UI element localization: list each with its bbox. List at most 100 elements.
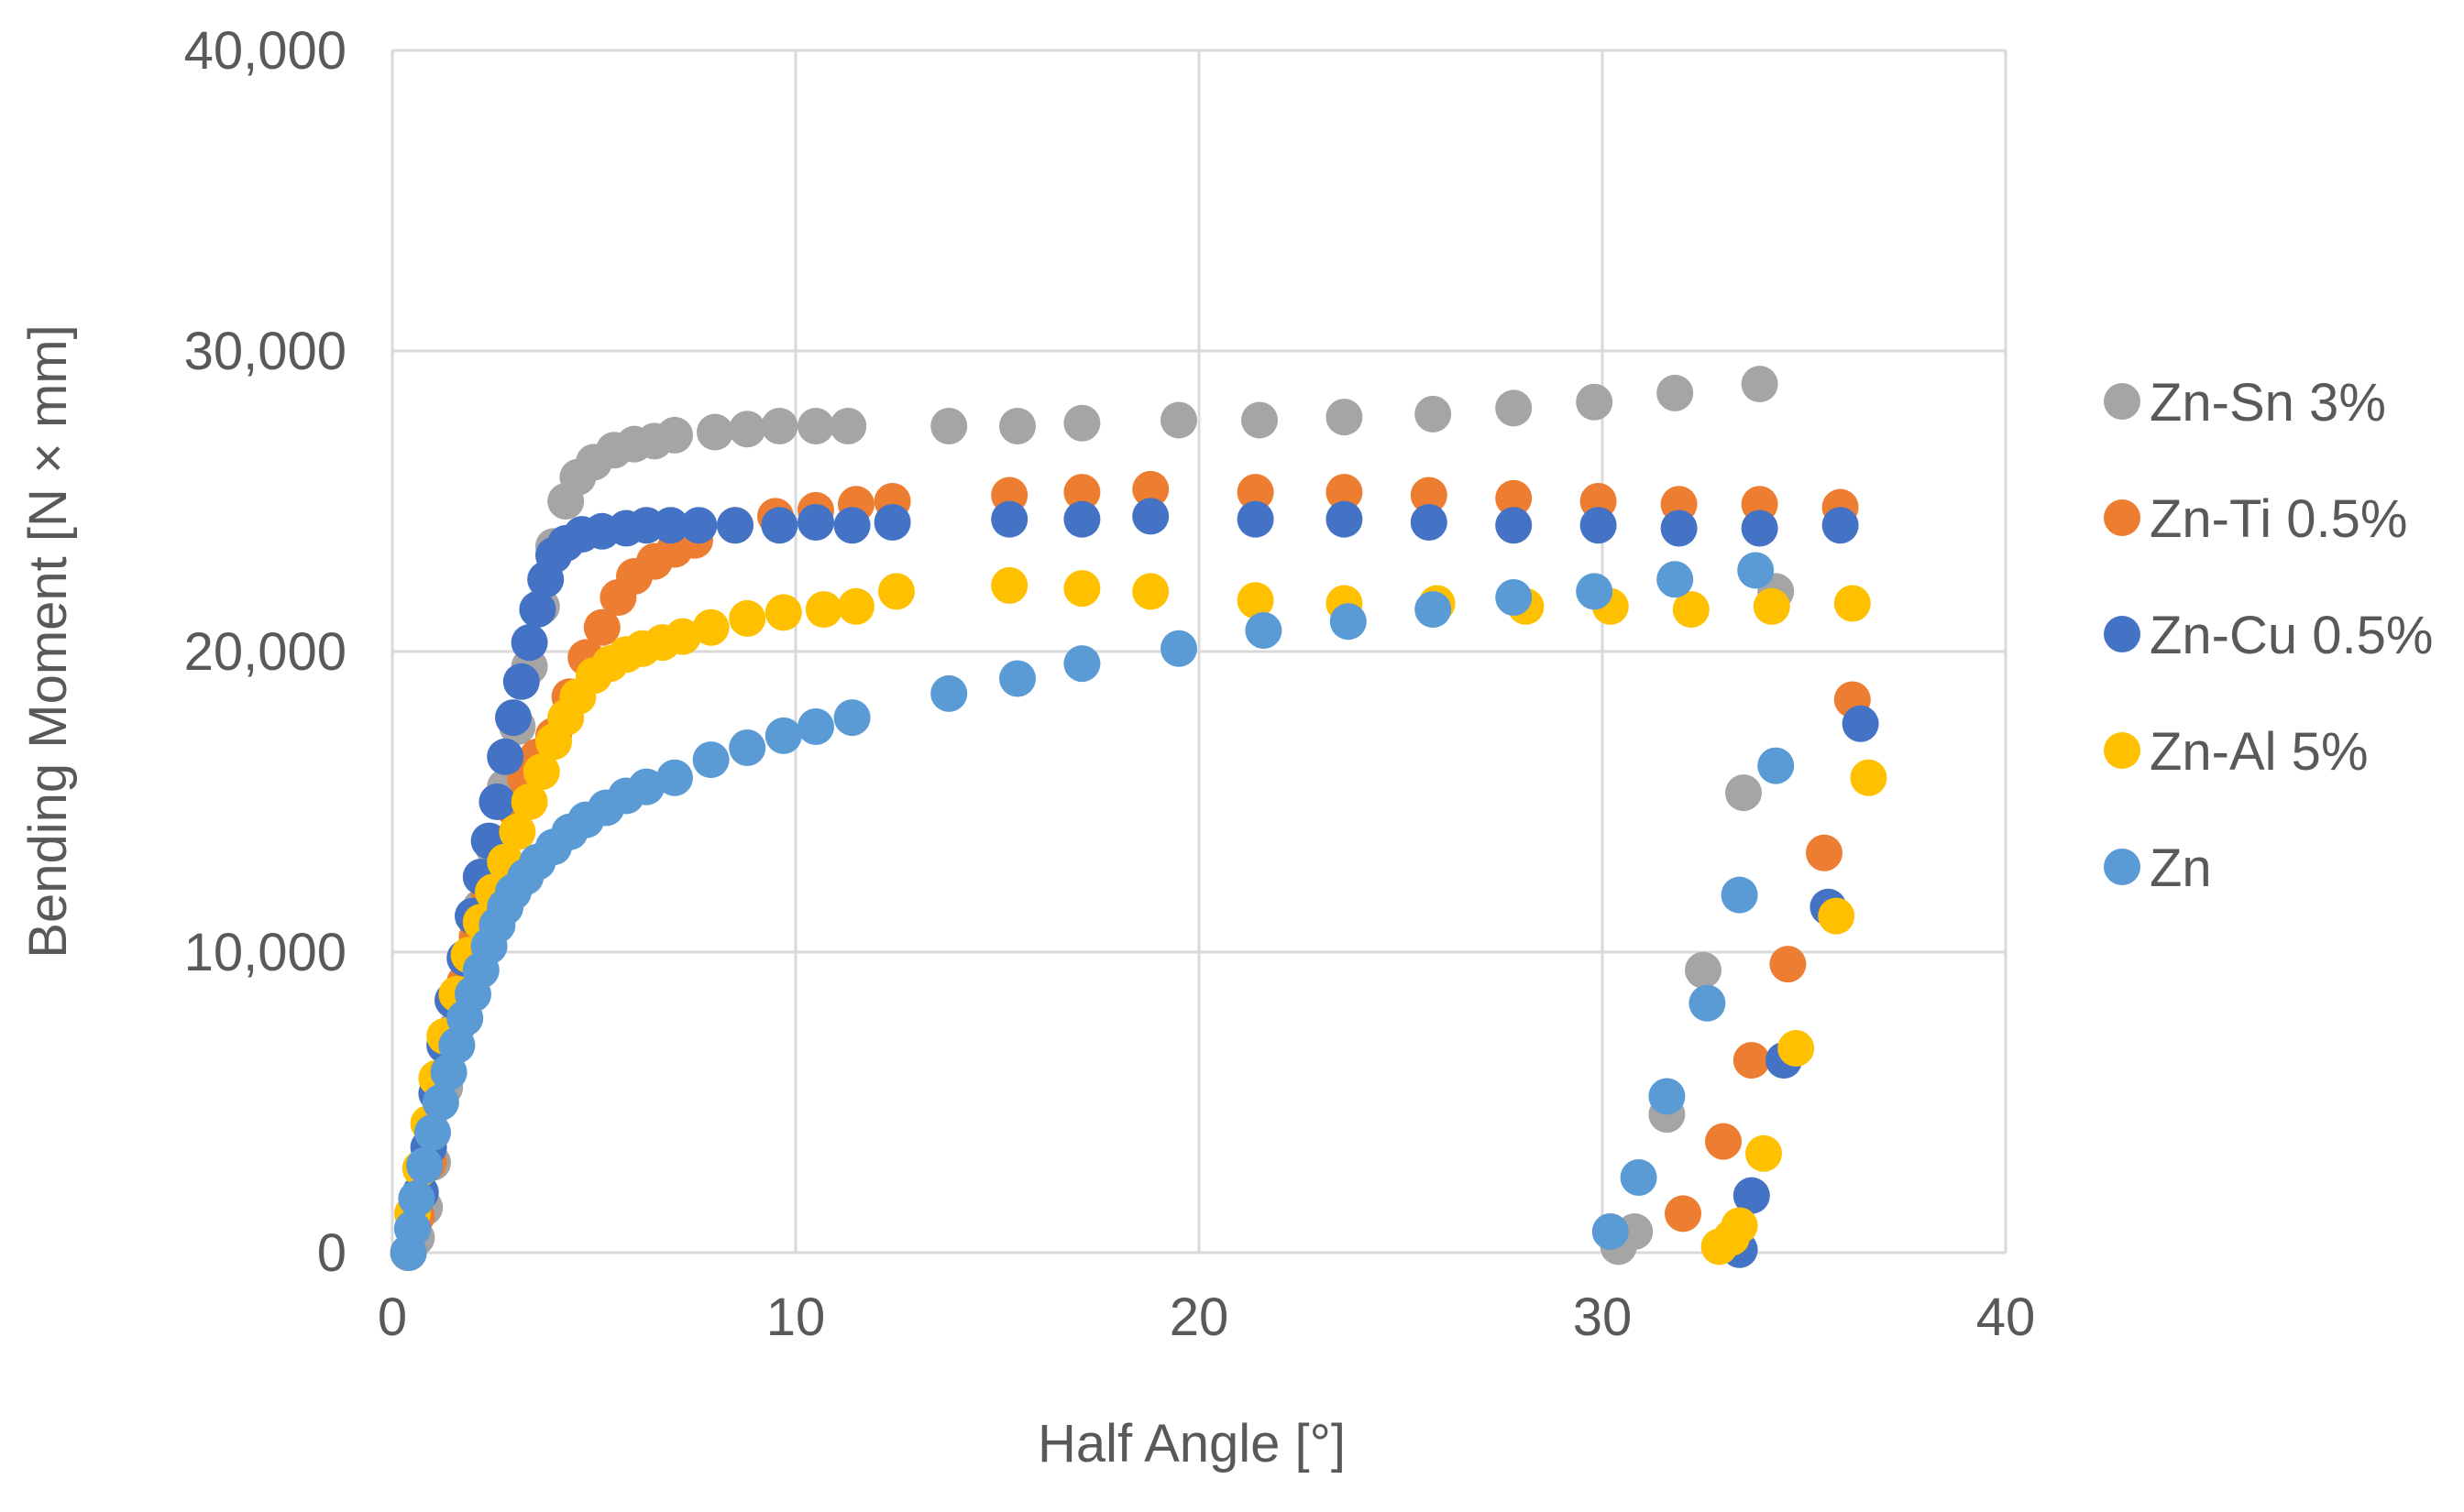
data-point	[692, 608, 730, 646]
data-point	[1576, 573, 1613, 610]
data-point	[502, 663, 540, 700]
legend: Zn-Sn 3% Zn-Ti 0.5% Zn-Cu 0.5% Zn-Al 5% Zn	[2104, 373, 2433, 898]
data-point	[1656, 374, 1694, 411]
data-point	[1414, 591, 1452, 629]
tick-labels: 0 10 20 30 40 0 10,000 20,000 30,000 40,000	[184, 21, 2036, 1347]
y-tick-label: 0	[317, 1223, 346, 1283]
data-point	[1665, 1195, 1701, 1233]
data-point	[1237, 474, 1274, 511]
data-point	[1591, 1213, 1629, 1251]
y-tick-label: 10,000	[184, 923, 346, 982]
data-point	[1741, 509, 1778, 547]
data-point	[805, 591, 842, 629]
data-point	[1688, 984, 1726, 1022]
data-point	[1329, 603, 1367, 641]
legend-marker	[2104, 383, 2140, 420]
data-point	[1725, 774, 1762, 812]
data-point	[664, 618, 701, 655]
data-point	[717, 507, 754, 544]
data-point	[930, 408, 968, 444]
data-point	[1806, 834, 1842, 871]
data-point	[697, 413, 733, 451]
legend-label: Zn-Ti 0.5%	[2150, 489, 2407, 549]
data-point	[478, 783, 516, 820]
data-point	[833, 699, 871, 737]
data-point	[1705, 1123, 1742, 1160]
data-point	[798, 408, 834, 444]
data-point	[1741, 366, 1778, 403]
series-zn	[390, 552, 1795, 1271]
y-tick-label: 30,000	[184, 322, 346, 381]
data-point	[798, 708, 834, 745]
legend-label: Zn-Cu 0.5%	[2150, 606, 2433, 665]
data-point	[656, 416, 693, 454]
data-point	[761, 507, 798, 544]
x-tick-label: 20	[1170, 1287, 1229, 1347]
data-point	[1737, 552, 1775, 589]
data-point	[1842, 705, 1879, 742]
data-point	[511, 624, 548, 662]
data-point	[1241, 401, 1278, 439]
data-point	[729, 599, 766, 637]
x-tick-label: 40	[1976, 1287, 2036, 1347]
data-point	[628, 768, 666, 805]
data-point	[930, 674, 968, 712]
data-point	[1769, 946, 1807, 983]
data-point	[1063, 645, 1101, 683]
x-tick-label: 10	[766, 1287, 826, 1347]
data-point	[1700, 1228, 1738, 1265]
data-point	[1410, 503, 1447, 541]
data-point	[1732, 1042, 1770, 1079]
data-point	[999, 660, 1036, 697]
data-point	[1160, 630, 1197, 667]
data-point	[761, 408, 798, 444]
data-point	[1495, 578, 1533, 616]
data-point	[1063, 570, 1101, 608]
data-point	[522, 753, 560, 791]
data-point	[414, 1113, 451, 1151]
data-point	[1648, 1078, 1686, 1115]
data-point	[1132, 573, 1170, 610]
data-point	[652, 507, 689, 544]
data-point	[1850, 759, 1887, 796]
data-point	[1410, 477, 1447, 514]
data-point	[1495, 479, 1533, 517]
data-point	[495, 699, 532, 737]
legend-label: Zn	[2150, 838, 2212, 898]
data-point	[1063, 500, 1101, 538]
data-point	[487, 738, 524, 775]
data-point	[991, 500, 1028, 538]
data-point	[1620, 1159, 1657, 1196]
x-tick-label: 30	[1573, 1287, 1633, 1347]
data-point	[511, 783, 548, 820]
data-point	[878, 573, 915, 610]
legend-label: Zn-Sn 3%	[2150, 373, 2386, 433]
legend-marker	[2104, 616, 2140, 652]
data-point	[1721, 876, 1758, 914]
data-point	[1685, 951, 1722, 989]
data-point	[1326, 474, 1363, 511]
data-points	[390, 366, 1887, 1271]
data-point	[1495, 507, 1533, 544]
data-point	[1160, 401, 1197, 439]
data-point	[1326, 500, 1363, 538]
data-point	[1132, 498, 1170, 535]
data-point	[729, 411, 766, 448]
legend-marker	[2104, 732, 2140, 769]
data-point	[1495, 389, 1533, 427]
data-point	[1576, 383, 1613, 421]
data-point	[764, 717, 802, 754]
data-point	[692, 741, 730, 779]
data-point	[519, 591, 556, 629]
data-point	[874, 503, 911, 541]
data-point	[1063, 404, 1101, 442]
data-point	[999, 408, 1036, 444]
data-point	[1237, 500, 1274, 538]
data-point	[1656, 561, 1694, 598]
legend-label: Zn-Al 5%	[2150, 722, 2369, 782]
data-point	[422, 1084, 459, 1121]
x-tick-label: 0	[378, 1287, 407, 1347]
y-tick-label: 40,000	[184, 21, 346, 81]
data-point	[1732, 1177, 1770, 1214]
